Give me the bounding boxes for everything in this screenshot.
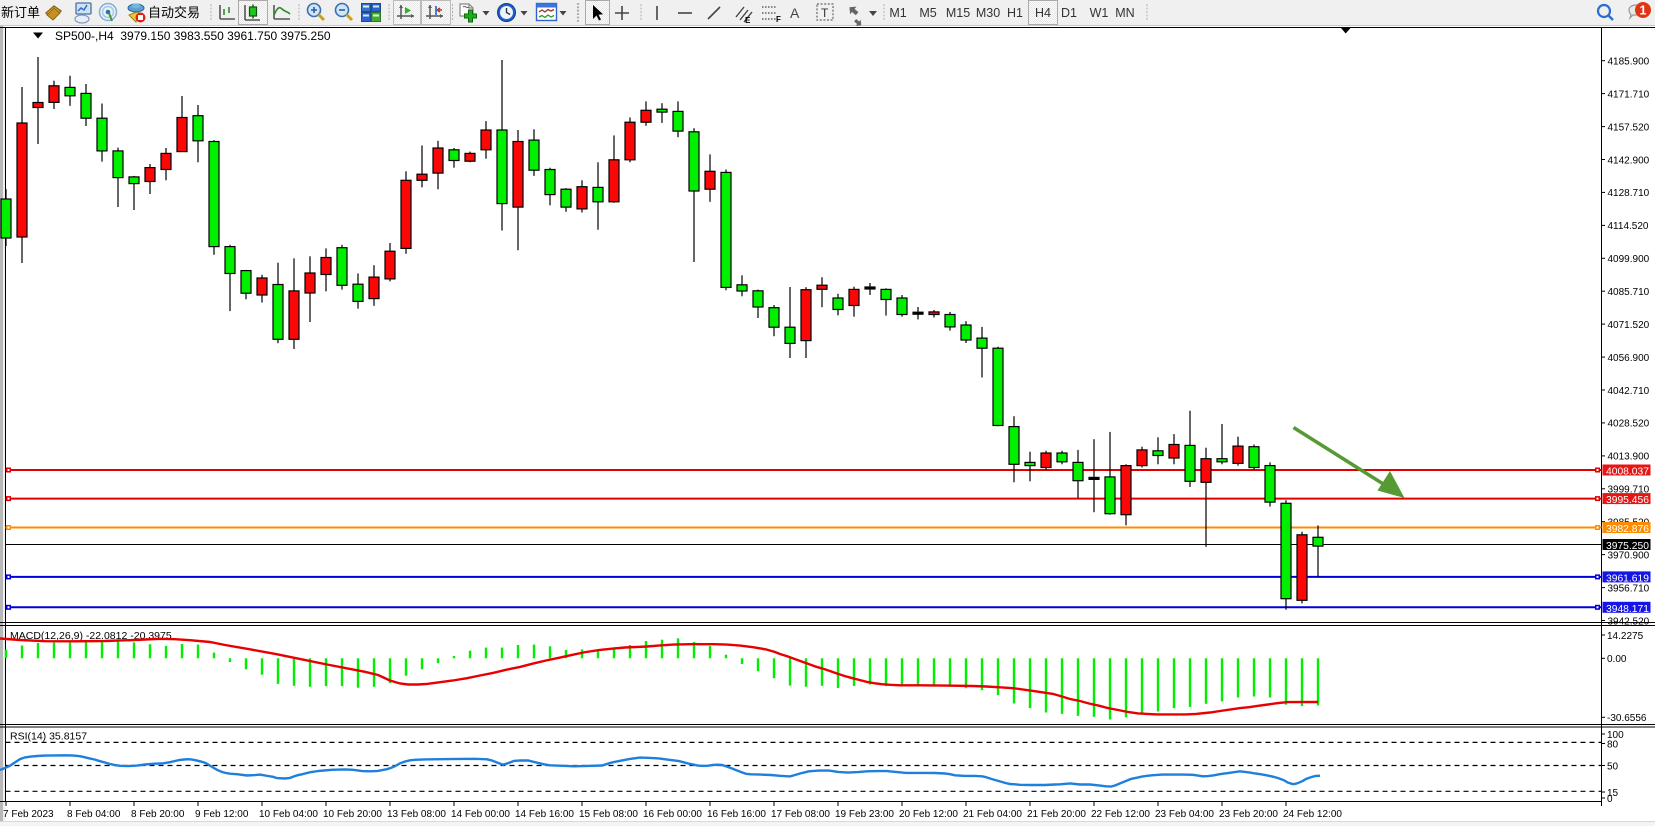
svg-text:14.2275: 14.2275	[1607, 631, 1644, 642]
svg-text:4042.710: 4042.710	[1608, 386, 1650, 397]
svg-text:4056.900: 4056.900	[1608, 353, 1650, 364]
svg-text:4013.900: 4013.900	[1608, 452, 1650, 463]
svg-text:4085.710: 4085.710	[1608, 287, 1650, 298]
svg-text:17 Feb 08:00: 17 Feb 08:00	[771, 809, 830, 820]
svg-text:23 Feb 20:00: 23 Feb 20:00	[1219, 809, 1278, 820]
svg-text:4142.900: 4142.900	[1608, 155, 1650, 166]
svg-text:自动交易: 自动交易	[148, 5, 200, 20]
svg-text:W1: W1	[1090, 6, 1109, 20]
svg-text:10 Feb 04:00: 10 Feb 04:00	[259, 809, 318, 820]
svg-text:20 Feb 12:00: 20 Feb 12:00	[899, 809, 958, 820]
svg-text:13 Feb 08:00: 13 Feb 08:00	[387, 809, 446, 820]
svg-text:M5: M5	[919, 6, 936, 20]
svg-text:-30.6556: -30.6556	[1607, 713, 1647, 724]
svg-text:23 Feb 04:00: 23 Feb 04:00	[1155, 809, 1214, 820]
svg-text:MN: MN	[1115, 6, 1134, 20]
svg-text:E: E	[745, 16, 751, 25]
svg-text:3975.250: 3975.250	[1606, 541, 1649, 552]
svg-text:4028.520: 4028.520	[1608, 419, 1650, 430]
svg-text:D1: D1	[1061, 6, 1077, 20]
svg-text:1: 1	[1640, 4, 1647, 18]
svg-text:8 Feb 04:00: 8 Feb 04:00	[67, 809, 121, 820]
svg-text:SP500-,H4 3979.150 3983.550 3: SP500-,H4 3979.150 3983.550 3961.750 397…	[55, 29, 331, 43]
svg-text:0: 0	[1607, 794, 1613, 805]
svg-text:3948.171: 3948.171	[1606, 604, 1649, 615]
svg-text:0.00: 0.00	[1607, 654, 1627, 665]
svg-text:4185.900: 4185.900	[1608, 57, 1650, 68]
svg-text:F: F	[776, 15, 781, 24]
svg-text:H4: H4	[1035, 6, 1051, 20]
svg-text:14 Feb 00:00: 14 Feb 00:00	[451, 809, 510, 820]
svg-text:3970.900: 3970.900	[1608, 550, 1650, 561]
svg-text:4099.900: 4099.900	[1608, 254, 1650, 265]
svg-text:16 Feb 16:00: 16 Feb 16:00	[707, 809, 766, 820]
svg-text:3999.710: 3999.710	[1608, 485, 1650, 496]
svg-text:4071.520: 4071.520	[1608, 320, 1650, 331]
svg-text:RSI(14) 35.8157: RSI(14) 35.8157	[10, 731, 87, 743]
svg-text:100: 100	[1607, 730, 1624, 741]
svg-text:10 Feb 20:00: 10 Feb 20:00	[323, 809, 382, 820]
svg-text:4008.037: 4008.037	[1606, 467, 1649, 478]
svg-text:24 Feb 12:00: 24 Feb 12:00	[1283, 809, 1342, 820]
svg-text:22 Feb 12:00: 22 Feb 12:00	[1091, 809, 1150, 820]
svg-text:3961.619: 3961.619	[1606, 573, 1649, 584]
svg-text:50: 50	[1607, 761, 1619, 772]
svg-text:9 Feb 12:00: 9 Feb 12:00	[195, 809, 249, 820]
svg-text:4171.710: 4171.710	[1608, 89, 1650, 100]
svg-text:4157.520: 4157.520	[1608, 122, 1650, 133]
svg-text:3942.520: 3942.520	[1608, 616, 1650, 627]
svg-text:21 Feb 04:00: 21 Feb 04:00	[963, 809, 1022, 820]
svg-text:14 Feb 16:00: 14 Feb 16:00	[515, 809, 574, 820]
svg-text:8 Feb 20:00: 8 Feb 20:00	[131, 809, 185, 820]
svg-text:3956.710: 3956.710	[1608, 583, 1650, 594]
svg-text:4128.710: 4128.710	[1608, 188, 1650, 199]
svg-text:15 Feb 08:00: 15 Feb 08:00	[579, 809, 638, 820]
svg-text:7 Feb 2023: 7 Feb 2023	[3, 809, 54, 820]
svg-text:4114.520: 4114.520	[1608, 221, 1649, 232]
svg-text:A: A	[790, 5, 800, 21]
svg-text:M30: M30	[976, 6, 1000, 20]
svg-text:3995.456: 3995.456	[1606, 495, 1649, 506]
svg-text:M15: M15	[946, 6, 970, 20]
svg-text:16 Feb 00:00: 16 Feb 00:00	[643, 809, 702, 820]
svg-text:21 Feb 20:00: 21 Feb 20:00	[1027, 809, 1086, 820]
svg-text:15: 15	[1607, 788, 1619, 799]
svg-text:3982.876: 3982.876	[1606, 524, 1649, 535]
svg-text:T: T	[821, 6, 829, 20]
svg-text:19 Feb 23:00: 19 Feb 23:00	[835, 809, 894, 820]
svg-text:H1: H1	[1007, 6, 1023, 20]
svg-text:新订单: 新订单	[1, 5, 40, 20]
svg-text:80: 80	[1607, 739, 1619, 750]
svg-text:M1: M1	[889, 6, 906, 20]
